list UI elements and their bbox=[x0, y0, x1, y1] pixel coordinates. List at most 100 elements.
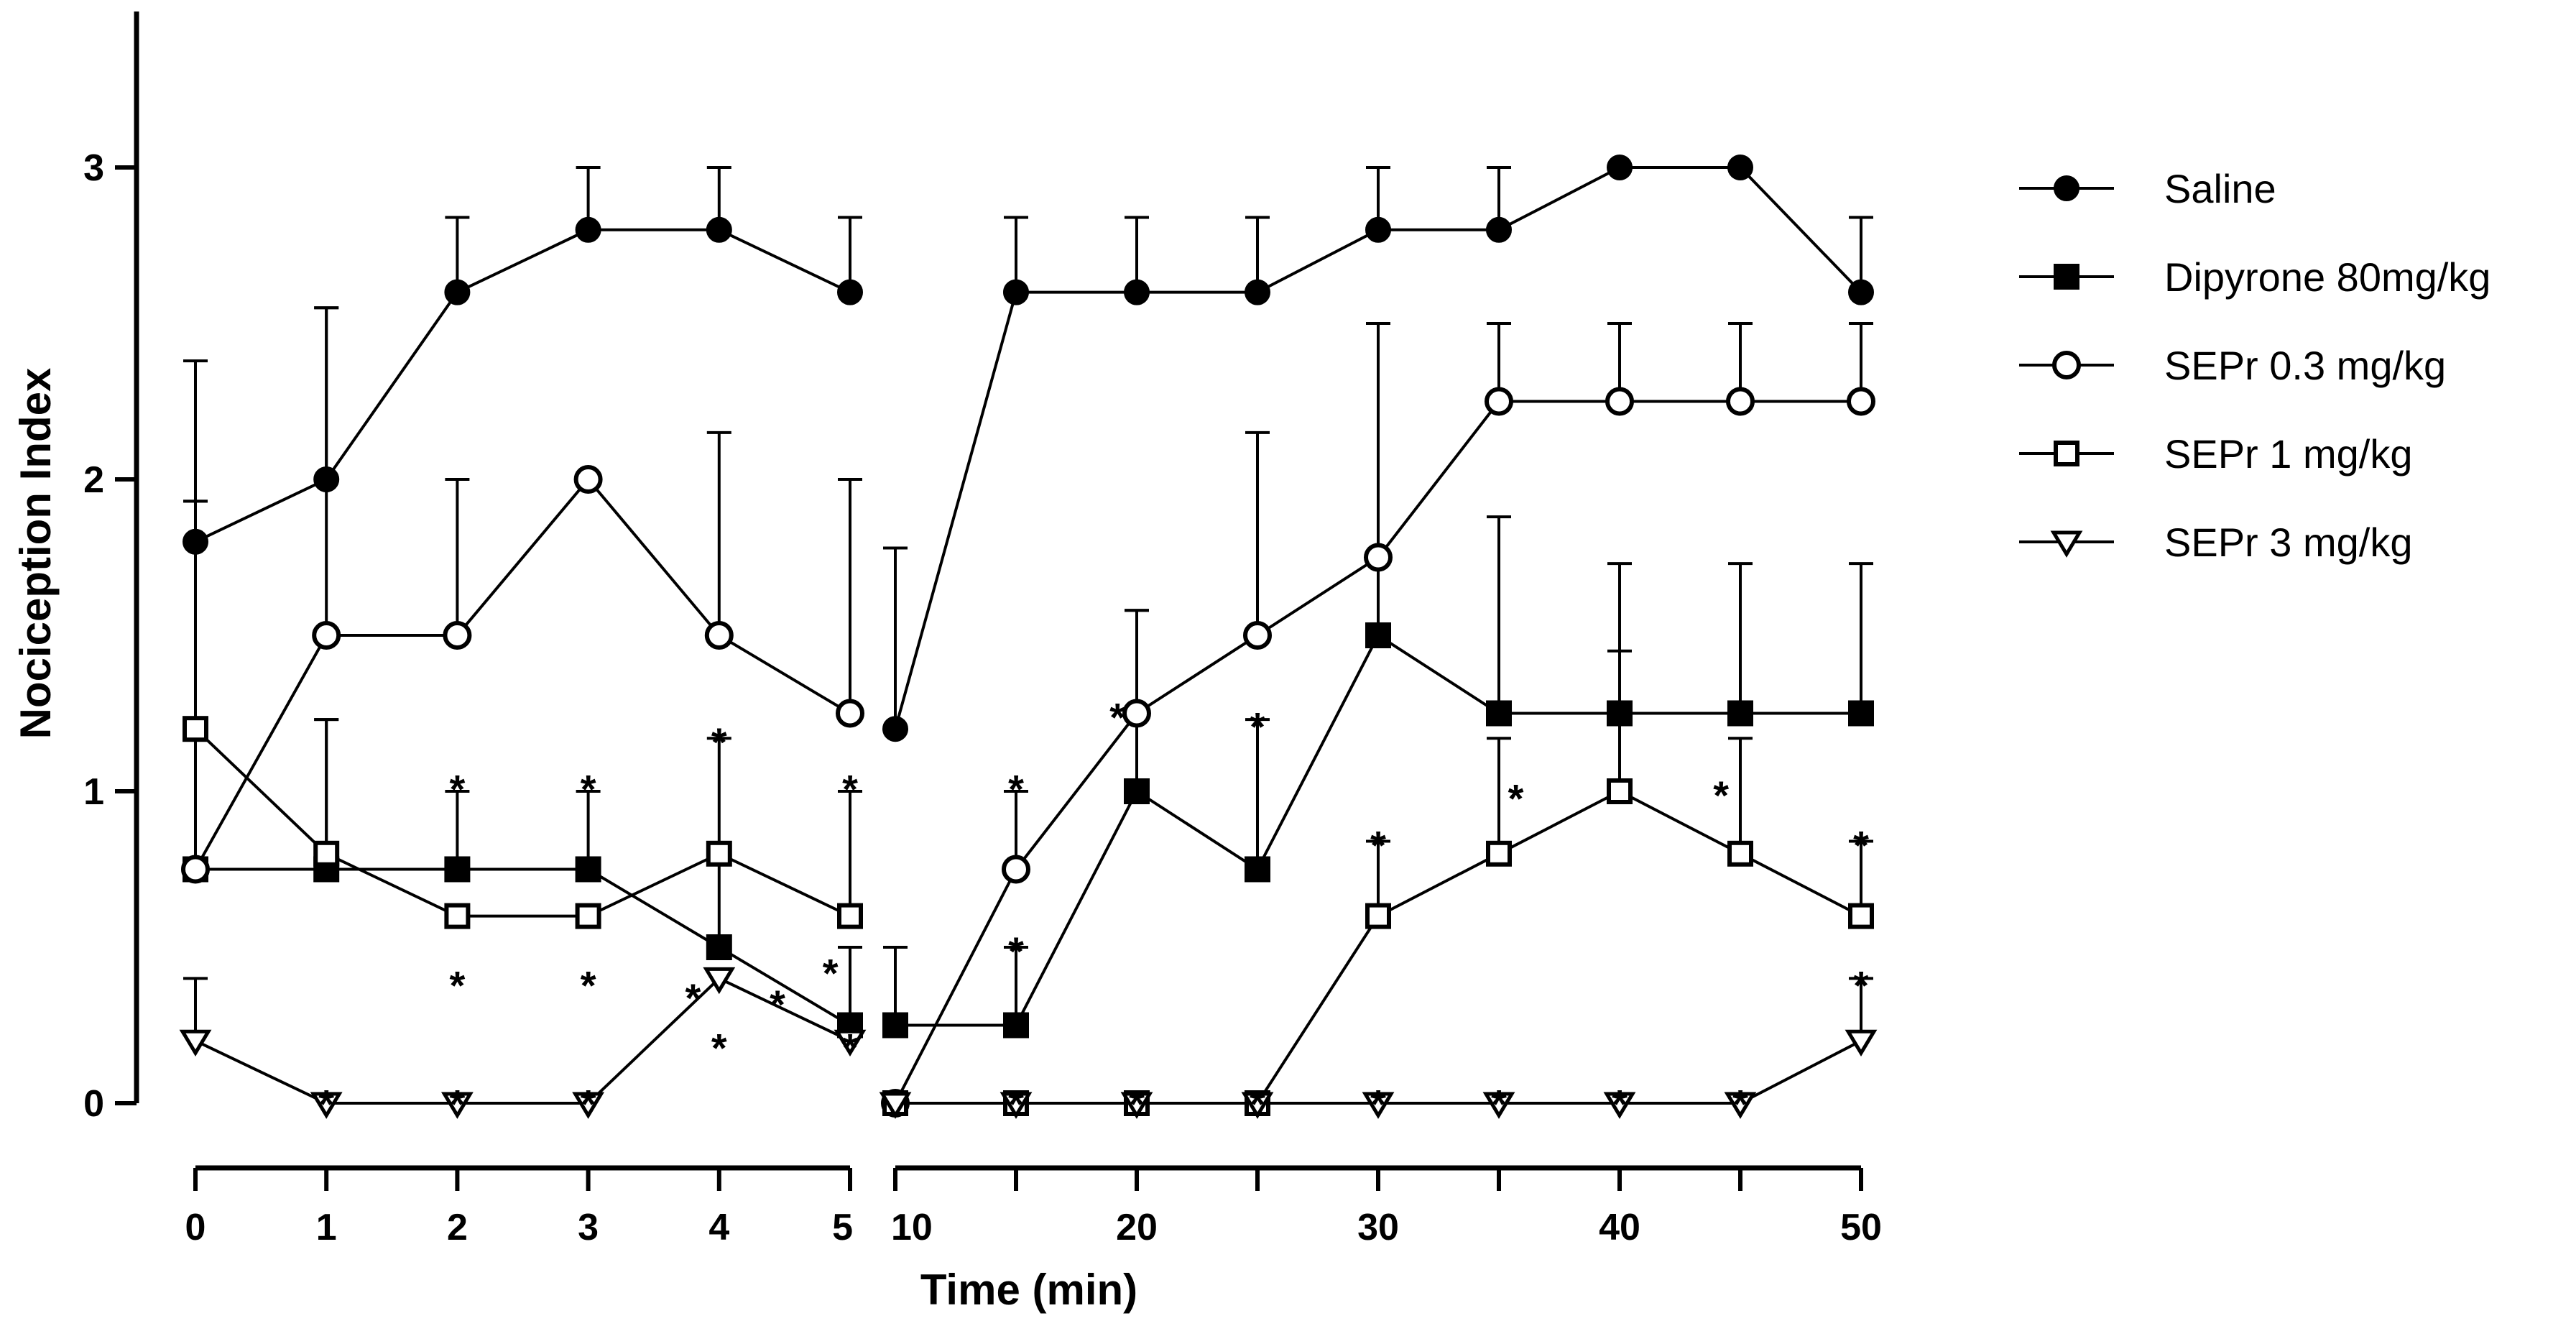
data-point bbox=[1362, 1092, 1395, 1119]
data-point bbox=[1607, 778, 1633, 804]
data-point bbox=[703, 967, 736, 995]
significance-marker: * bbox=[581, 766, 596, 811]
data-point bbox=[1365, 216, 1391, 243]
series-line bbox=[194, 476, 851, 870]
significance-marker: * bbox=[1508, 775, 1524, 821]
significance-marker: * bbox=[685, 975, 701, 1021]
legend-label: SEPr 0.3 mg/kg bbox=[2164, 343, 2446, 388]
data-point bbox=[181, 855, 210, 884]
data-point bbox=[1605, 387, 1634, 416]
significance-marker: * bbox=[1713, 773, 1729, 818]
data-point bbox=[575, 903, 601, 929]
data-point bbox=[573, 465, 603, 494]
data-point bbox=[444, 856, 471, 883]
data-point bbox=[1845, 1029, 1878, 1057]
legend-label: Saline bbox=[2164, 166, 2276, 211]
series-line bbox=[195, 228, 851, 543]
legend-marker bbox=[2050, 530, 2083, 558]
annotation-layer: * * * * * * * * * * * * * * * * * * * * * * * * * * * * * * bbox=[318, 694, 1869, 1126]
significance-marker: * bbox=[842, 766, 858, 811]
data-point bbox=[882, 1012, 908, 1039]
y-tick-label: 3 bbox=[83, 147, 104, 189]
data-point bbox=[1603, 1092, 1636, 1119]
significance-marker: * bbox=[450, 766, 466, 811]
significance-marker: * bbox=[1109, 694, 1125, 740]
data-point bbox=[444, 903, 471, 929]
significance-marker: * bbox=[1853, 963, 1869, 1008]
data-point bbox=[444, 279, 471, 305]
data-point bbox=[1486, 216, 1512, 243]
legend-label: Dipyrone 80mg/kg bbox=[2164, 254, 2490, 300]
series-line bbox=[195, 867, 851, 1027]
legend-item: SEPr 0.3 mg/kg bbox=[2019, 343, 2446, 388]
data-point bbox=[1847, 387, 1875, 416]
x-tick-label: 20 bbox=[1116, 1207, 1158, 1248]
data-point bbox=[706, 216, 732, 243]
data-point bbox=[1727, 155, 1753, 180]
legend-marker bbox=[2054, 441, 2079, 466]
significance-marker: * bbox=[450, 963, 466, 1008]
data-point bbox=[1245, 279, 1270, 305]
data-point bbox=[1724, 1092, 1757, 1119]
data-point bbox=[1243, 621, 1272, 650]
data-point bbox=[1727, 840, 1753, 867]
data-point bbox=[1727, 700, 1753, 727]
data-point bbox=[179, 1029, 212, 1057]
legend-marker bbox=[2052, 351, 2081, 379]
x-tick-label: 40 bbox=[1599, 1207, 1640, 1248]
data-point bbox=[575, 856, 601, 883]
x-tick-label: 1 bbox=[316, 1207, 337, 1248]
data-point bbox=[313, 840, 340, 867]
data-point bbox=[1002, 855, 1030, 884]
data-point bbox=[704, 621, 734, 650]
data-point bbox=[706, 934, 732, 960]
data-point bbox=[1607, 155, 1633, 180]
significance-marker: * bbox=[1370, 822, 1386, 867]
data-point bbox=[1241, 1092, 1274, 1119]
significance-marker: * bbox=[1008, 929, 1024, 974]
legend-marker bbox=[2054, 264, 2079, 290]
legend-item: Saline bbox=[2019, 166, 2276, 211]
legend-item: SEPr 3 mg/kg bbox=[2019, 520, 2412, 565]
data-point bbox=[1364, 543, 1393, 572]
x-axis-title: Time (min) bbox=[920, 1266, 1137, 1314]
significance-marker: * bbox=[711, 1026, 727, 1071]
series-saline bbox=[183, 155, 1874, 742]
significance-marker: * bbox=[1853, 822, 1869, 867]
x-tick-label: 5 bbox=[832, 1207, 853, 1248]
y-axis-title: Nociception Index bbox=[11, 368, 60, 740]
significance-marker: * bbox=[1491, 1082, 1507, 1127]
series-sepr-3-mg-kg bbox=[179, 967, 1878, 1119]
data-point bbox=[1365, 622, 1391, 648]
significance-marker: * bbox=[1250, 1082, 1265, 1127]
significance-marker: * bbox=[450, 1082, 466, 1127]
data-point bbox=[312, 621, 341, 650]
data-point bbox=[572, 1092, 605, 1119]
significance-marker: * bbox=[1129, 1082, 1145, 1127]
legend-item: Dipyrone 80mg/kg bbox=[2019, 254, 2490, 300]
data-point bbox=[1000, 1092, 1033, 1119]
x-tick-label: 2 bbox=[447, 1207, 468, 1248]
significance-marker: * bbox=[1250, 704, 1265, 750]
data-point bbox=[1003, 279, 1029, 305]
data-point bbox=[1486, 840, 1512, 867]
data-point bbox=[1003, 1012, 1029, 1039]
significance-marker: * bbox=[1732, 1082, 1748, 1127]
series-layer bbox=[179, 155, 1878, 1119]
legend-label: SEPr 1 mg/kg bbox=[2164, 431, 2412, 476]
data-point bbox=[879, 1092, 912, 1119]
data-point bbox=[1485, 387, 1513, 416]
significance-marker: * bbox=[581, 963, 596, 1008]
data-point bbox=[836, 699, 864, 728]
data-point bbox=[440, 1092, 474, 1119]
data-point bbox=[1245, 856, 1270, 883]
data-point bbox=[1848, 903, 1874, 929]
data-point bbox=[575, 216, 601, 243]
data-point bbox=[837, 903, 863, 929]
significance-marker: * bbox=[1370, 1082, 1386, 1127]
y-tick-label: 2 bbox=[83, 459, 104, 501]
data-point bbox=[1365, 903, 1391, 929]
y-tick-label: 0 bbox=[83, 1083, 104, 1125]
data-point bbox=[882, 716, 908, 742]
